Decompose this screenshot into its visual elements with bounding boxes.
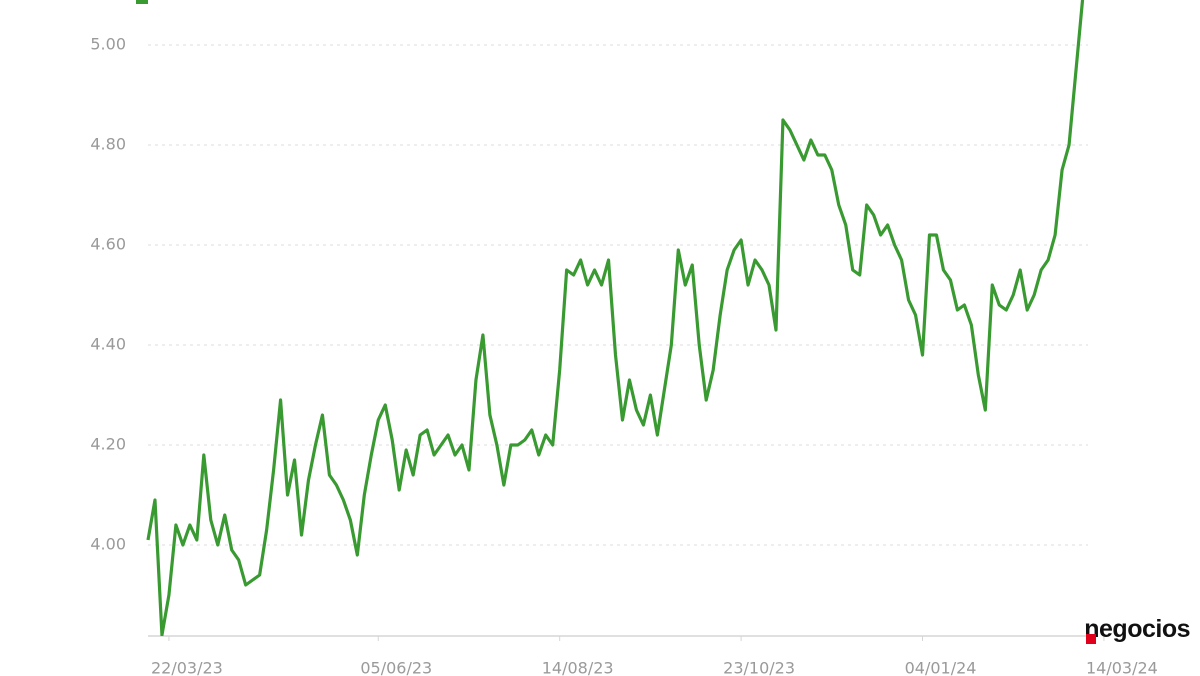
y-tick-label: 4.20 — [90, 435, 126, 454]
x-tick-label: 23/10/23 — [723, 659, 795, 676]
logo-mark — [1086, 634, 1097, 644]
logo: negocios — [1084, 615, 1190, 644]
y-tick-label: 4.40 — [90, 335, 126, 354]
y-tick-label: 5.00 — [90, 35, 126, 54]
y-tick-label: 4.80 — [90, 135, 126, 154]
series-line — [146, 0, 1085, 636]
logo-text: negocios — [1084, 615, 1190, 643]
x-tick-label: 04/01/24 — [905, 659, 977, 676]
x-tick-label: 14/08/23 — [542, 659, 614, 676]
legend-swatch — [136, 0, 148, 4]
x-tick-label: 22/03/23 — [151, 659, 223, 676]
x-tick-label: 05/06/23 — [360, 659, 432, 676]
x-tick-label: 14/03/24 — [1086, 659, 1158, 676]
y-tick-label: 4.00 — [90, 535, 126, 554]
y-tick-label: 4.60 — [90, 235, 126, 254]
